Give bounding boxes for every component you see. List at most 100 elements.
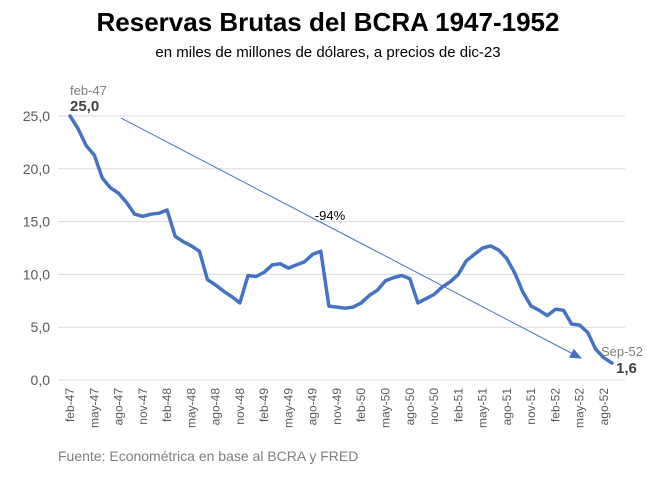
- data-point: [190, 244, 193, 248]
- data-point: [246, 274, 250, 277]
- x-tick-label: feb-50: [354, 388, 368, 422]
- data-point: [457, 273, 460, 276]
- data-point: [117, 191, 120, 195]
- data-point: [230, 295, 233, 298]
- x-tick-label: may-48: [184, 388, 198, 428]
- x-tick-label: feb-48: [160, 388, 174, 422]
- data-point: [206, 278, 209, 281]
- data-point: [125, 201, 128, 204]
- data-point: [165, 208, 169, 212]
- data-point: [368, 294, 371, 297]
- data-point: [335, 305, 339, 309]
- trend-arrowhead: [569, 348, 583, 359]
- x-tick-label: ago-47: [112, 388, 126, 426]
- data-point: [400, 274, 403, 277]
- data-point: [311, 253, 314, 256]
- series-points: [68, 114, 614, 365]
- data-point: [295, 263, 298, 267]
- chart-subtitle: en miles de millones de dólares, a preci…: [155, 44, 500, 61]
- data-point: [271, 263, 274, 267]
- y-tick-label: 0,0: [31, 372, 51, 388]
- x-tick-label: may-50: [378, 388, 392, 428]
- x-tick-label: may-52: [573, 388, 587, 428]
- data-point: [319, 249, 322, 253]
- data-point: [76, 127, 80, 130]
- x-tick-label: ago-50: [403, 388, 417, 426]
- x-tick-label: may-51: [476, 388, 490, 428]
- y-tick-label: 15,0: [23, 214, 50, 230]
- data-point: [279, 262, 282, 266]
- data-point: [198, 249, 201, 253]
- data-point: [513, 272, 517, 275]
- x-tick-label: feb-52: [548, 388, 562, 422]
- data-point: [133, 213, 136, 216]
- data-point: [465, 259, 468, 262]
- data-point: [327, 304, 331, 308]
- data-point: [93, 153, 96, 157]
- data-point: [586, 331, 589, 334]
- x-tick-label: nov-49: [330, 388, 344, 425]
- x-tick-label: may-49: [281, 388, 295, 428]
- trend-line: [120, 117, 576, 356]
- data-point: [238, 301, 242, 305]
- gridlines: [58, 115, 625, 381]
- data-point: [173, 235, 177, 238]
- source-note: Fuente: Econométrica en base al BCRA y F…: [58, 448, 358, 464]
- data-point: [481, 246, 484, 250]
- data-point: [489, 244, 492, 248]
- x-tick-label: nov-50: [427, 388, 441, 425]
- x-tick-label: ago-49: [306, 388, 320, 426]
- y-tick-label: 25,0: [23, 108, 50, 124]
- data-point: [360, 301, 363, 305]
- y-axis: 0,0 5,0 10,0 15,0 20,0 25,0: [23, 108, 50, 388]
- data-point: [141, 215, 145, 218]
- data-point: [351, 305, 355, 309]
- data-point: [546, 314, 549, 317]
- data-point: [521, 291, 525, 294]
- data-point: [392, 276, 395, 279]
- x-tick-label: ago-52: [597, 388, 611, 426]
- data-point: [84, 144, 88, 147]
- end-value-label: 1,6: [616, 360, 637, 377]
- chart-title: Reservas Brutas del BCRA 1947-1952: [97, 7, 560, 37]
- data-point: [262, 271, 266, 274]
- data-point: [432, 293, 436, 296]
- data-point: [537, 309, 541, 312]
- x-tick-label: feb-47: [63, 388, 77, 422]
- x-tick-label: nov-47: [136, 388, 150, 425]
- data-point: [157, 211, 161, 215]
- data-point: [424, 297, 428, 300]
- data-point: [214, 283, 217, 287]
- data-point: [254, 275, 258, 278]
- y-tick-label: 10,0: [23, 266, 50, 282]
- x-tick-label: nov-48: [233, 388, 247, 425]
- data-point: [384, 279, 387, 282]
- x-tick-label: feb-49: [257, 388, 271, 422]
- data-point: [68, 114, 72, 118]
- end-date-label: Sep-52: [601, 344, 643, 359]
- data-point: [497, 248, 500, 252]
- data-point: [343, 306, 347, 310]
- data-point: [287, 266, 290, 270]
- x-axis: feb-47 may-47 ago-47 nov-47 feb-48 may-48 ago-…: [63, 388, 611, 428]
- change-label: -94%: [315, 208, 346, 223]
- x-tick-label: may-47: [87, 388, 101, 428]
- data-point: [109, 186, 112, 190]
- data-point: [449, 280, 452, 283]
- data-point: [505, 257, 509, 260]
- data-point: [594, 348, 598, 351]
- data-point: [303, 260, 306, 263]
- data-point: [529, 304, 533, 308]
- data-point: [554, 308, 557, 311]
- data-point: [562, 309, 565, 312]
- x-tick-label: feb-51: [451, 388, 465, 422]
- data-point: [440, 285, 444, 289]
- data-point: [473, 253, 476, 256]
- data-point: [416, 301, 420, 305]
- data-point: [578, 323, 581, 327]
- data-point: [570, 322, 573, 326]
- x-tick-label: nov-51: [524, 388, 538, 425]
- start-value-label: 25,0: [70, 98, 99, 115]
- data-point: [610, 361, 614, 365]
